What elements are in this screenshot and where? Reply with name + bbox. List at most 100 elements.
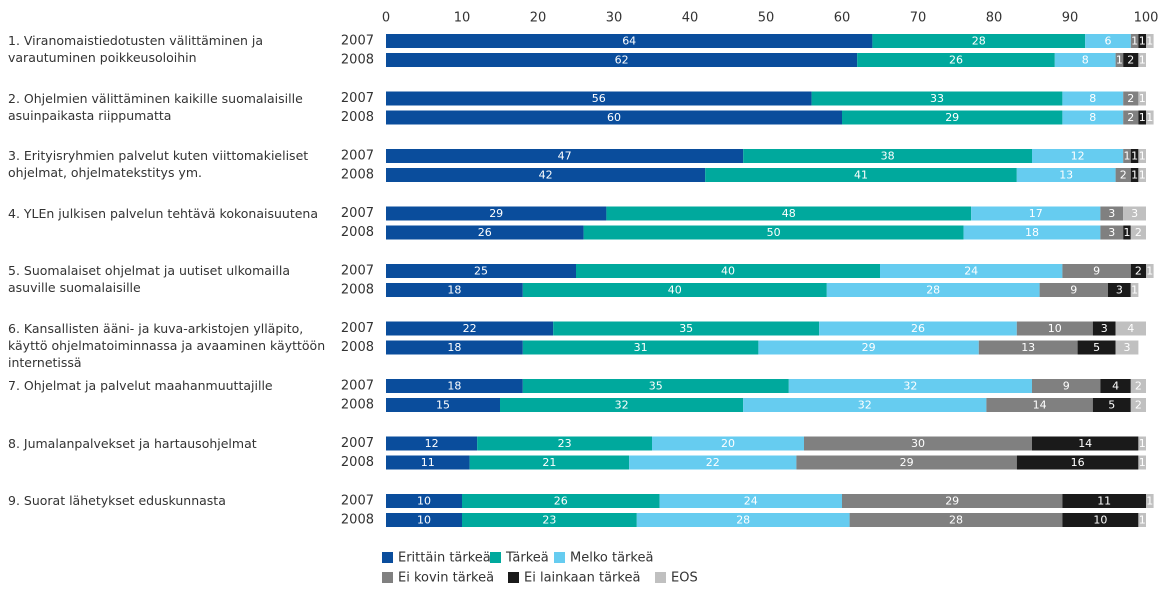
year-label: 2008	[341, 513, 374, 528]
value-label: 1	[1116, 54, 1123, 67]
bar-segment	[811, 91, 1063, 106]
value-label: 8	[1082, 54, 1089, 67]
bar-segment	[652, 436, 804, 451]
bar-segment	[1039, 283, 1108, 297]
value-label: 4	[1112, 380, 1119, 393]
year-label: 2007	[341, 321, 374, 336]
bar-segment	[1092, 321, 1116, 336]
value-label: 5	[1093, 341, 1100, 354]
bar-segment	[386, 149, 744, 163]
value-label: 2	[1135, 265, 1142, 278]
value-label: 42	[539, 169, 553, 182]
bar-segment	[963, 225, 1101, 240]
bar-segment	[1130, 379, 1146, 393]
value-label: 2	[1127, 92, 1134, 105]
value-label: 29	[489, 207, 503, 220]
legend-swatch	[655, 572, 666, 583]
bar-segment	[386, 379, 523, 393]
value-label: 56	[592, 92, 606, 105]
bar-segment	[1092, 398, 1131, 412]
value-label: 29	[900, 456, 914, 469]
value-label: 16	[1071, 456, 1085, 469]
bar-segment	[386, 436, 478, 451]
value-label: 29	[945, 111, 959, 124]
year-label: 2007	[341, 149, 374, 164]
bar-segment	[1062, 110, 1124, 125]
bar-segment	[386, 91, 812, 106]
year-label: 2007	[341, 264, 374, 279]
x-tick-label: 40	[682, 11, 699, 26]
bar-segment	[553, 321, 820, 336]
bar-segment	[880, 264, 1063, 278]
year-label: 2008	[341, 340, 374, 355]
value-label: 26	[911, 322, 925, 335]
value-label: 1	[1139, 35, 1146, 48]
bar-segment	[1138, 168, 1146, 182]
bar-segment	[386, 225, 584, 240]
value-label: 1	[1139, 92, 1146, 105]
bar-segment	[629, 455, 797, 470]
value-label: 11	[421, 456, 435, 469]
bar-segment	[1016, 321, 1093, 336]
bar-segment	[1130, 398, 1146, 412]
year-label: 2007	[341, 206, 374, 221]
value-label: 2	[1127, 111, 1134, 124]
bar-segment	[1016, 168, 1116, 182]
bar-segment	[1138, 34, 1146, 48]
bar-segment	[386, 264, 576, 278]
value-label: 1	[1139, 111, 1146, 124]
year-label: 2008	[341, 225, 374, 240]
bar-segment	[1032, 149, 1124, 163]
x-tick-label: 70	[910, 11, 927, 26]
value-label: 41	[854, 169, 868, 182]
bar-segment	[583, 225, 964, 240]
value-label: 35	[649, 380, 663, 393]
legend-label: Ei lainkaan tärkeä	[524, 571, 640, 586]
value-label: 8	[1089, 111, 1096, 124]
value-label: 14	[1033, 399, 1047, 412]
bar-segment	[1085, 34, 1131, 48]
value-label: 26	[478, 226, 492, 239]
bar-segment	[477, 436, 652, 451]
value-label: 28	[972, 35, 986, 48]
value-label: 40	[668, 284, 682, 297]
year-label: 2007	[341, 494, 374, 509]
bar-segment	[386, 340, 523, 355]
bar-segment	[386, 34, 873, 48]
value-label: 18	[447, 380, 461, 393]
bar-segment	[849, 513, 1063, 527]
x-tick-label: 90	[1062, 11, 1079, 26]
value-label: 32	[858, 399, 872, 412]
value-label: 18	[447, 284, 461, 297]
bar-segment	[500, 398, 744, 412]
legend-swatch	[382, 552, 393, 563]
value-label: 48	[782, 207, 796, 220]
value-label: 22	[706, 456, 720, 469]
bar-segment	[1146, 110, 1154, 125]
x-tick-label: 50	[758, 11, 775, 26]
value-label: 3	[1116, 284, 1123, 297]
value-label: 32	[903, 380, 917, 393]
group-label: 7. Ohjelmat ja palvelut maahanmuuttajill…	[8, 378, 273, 393]
value-label: 31	[634, 341, 648, 354]
value-label: 32	[615, 399, 629, 412]
value-label: 3	[1108, 207, 1115, 220]
bar-segment	[1146, 264, 1154, 278]
bar-segment	[1062, 91, 1124, 106]
value-label: 1	[1131, 35, 1138, 48]
value-label: 1	[1146, 111, 1153, 124]
bar-segment	[1138, 513, 1146, 527]
value-label: 10	[417, 495, 431, 508]
value-label: 62	[615, 54, 629, 67]
group-label: 5. Suomalaiset ohjelmat ja uutiset ulkom…	[8, 263, 290, 295]
legend-swatch	[508, 572, 519, 583]
value-label: 3	[1108, 226, 1115, 239]
bar-segment	[1138, 455, 1146, 470]
year-label: 2008	[341, 283, 374, 298]
value-label: 2	[1135, 226, 1142, 239]
bar-segment	[1100, 206, 1124, 221]
x-tick-label: 60	[834, 11, 851, 26]
value-label: 28	[926, 284, 940, 297]
value-label: 1	[1124, 226, 1131, 239]
